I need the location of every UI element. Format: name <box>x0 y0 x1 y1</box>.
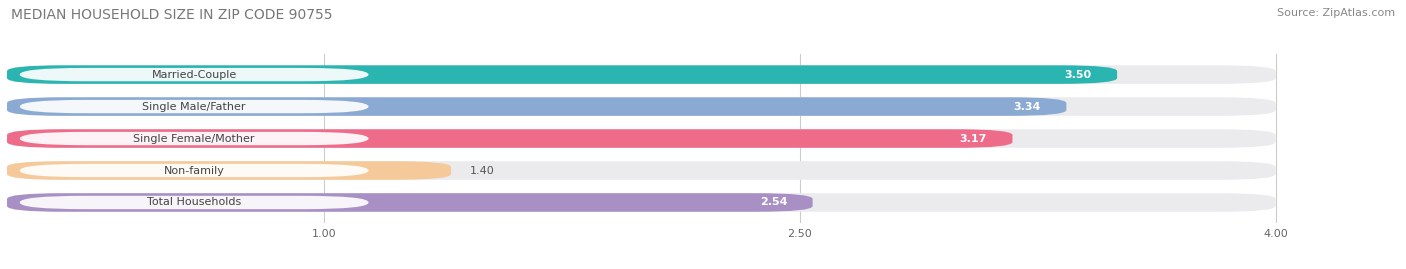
FancyBboxPatch shape <box>7 193 1275 212</box>
Text: Non-family: Non-family <box>163 165 225 175</box>
FancyBboxPatch shape <box>20 100 368 113</box>
FancyBboxPatch shape <box>7 97 1066 116</box>
FancyBboxPatch shape <box>7 65 1118 84</box>
FancyBboxPatch shape <box>20 132 368 145</box>
FancyBboxPatch shape <box>20 164 368 177</box>
FancyBboxPatch shape <box>7 161 1275 180</box>
FancyBboxPatch shape <box>7 129 1275 148</box>
FancyBboxPatch shape <box>7 97 1275 116</box>
Text: Married-Couple: Married-Couple <box>152 70 236 80</box>
Text: MEDIAN HOUSEHOLD SIZE IN ZIP CODE 90755: MEDIAN HOUSEHOLD SIZE IN ZIP CODE 90755 <box>11 8 333 22</box>
Text: 3.50: 3.50 <box>1064 70 1091 80</box>
FancyBboxPatch shape <box>20 68 368 81</box>
Text: Single Male/Father: Single Male/Father <box>142 102 246 112</box>
Text: 2.54: 2.54 <box>759 197 787 207</box>
Text: 3.17: 3.17 <box>960 133 987 144</box>
FancyBboxPatch shape <box>20 196 368 209</box>
Text: 1.40: 1.40 <box>470 165 495 175</box>
FancyBboxPatch shape <box>7 129 1012 148</box>
Text: Source: ZipAtlas.com: Source: ZipAtlas.com <box>1277 8 1395 18</box>
FancyBboxPatch shape <box>7 193 813 212</box>
Text: Single Female/Mother: Single Female/Mother <box>134 133 254 144</box>
FancyBboxPatch shape <box>7 65 1275 84</box>
Text: 3.34: 3.34 <box>1014 102 1040 112</box>
Text: Total Households: Total Households <box>148 197 242 207</box>
FancyBboxPatch shape <box>7 161 451 180</box>
